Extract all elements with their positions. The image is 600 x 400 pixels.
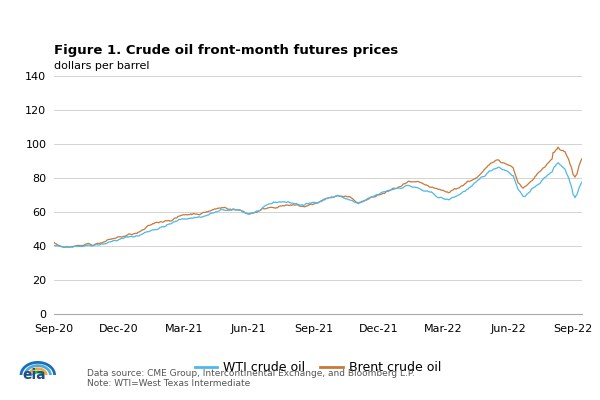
Text: dollars per barrel: dollars per barrel xyxy=(54,61,149,71)
Text: Data source: CME Group, Intercontinental Exchange, and Bloomberg L.P.: Data source: CME Group, Intercontinental… xyxy=(87,369,415,378)
Text: eia: eia xyxy=(23,368,46,382)
Legend: WTI crude oil, Brent crude oil: WTI crude oil, Brent crude oil xyxy=(190,356,446,379)
Text: Figure 1. Crude oil front-month futures prices: Figure 1. Crude oil front-month futures … xyxy=(54,44,398,57)
Text: Note: WTI=West Texas Intermediate: Note: WTI=West Texas Intermediate xyxy=(87,379,250,388)
